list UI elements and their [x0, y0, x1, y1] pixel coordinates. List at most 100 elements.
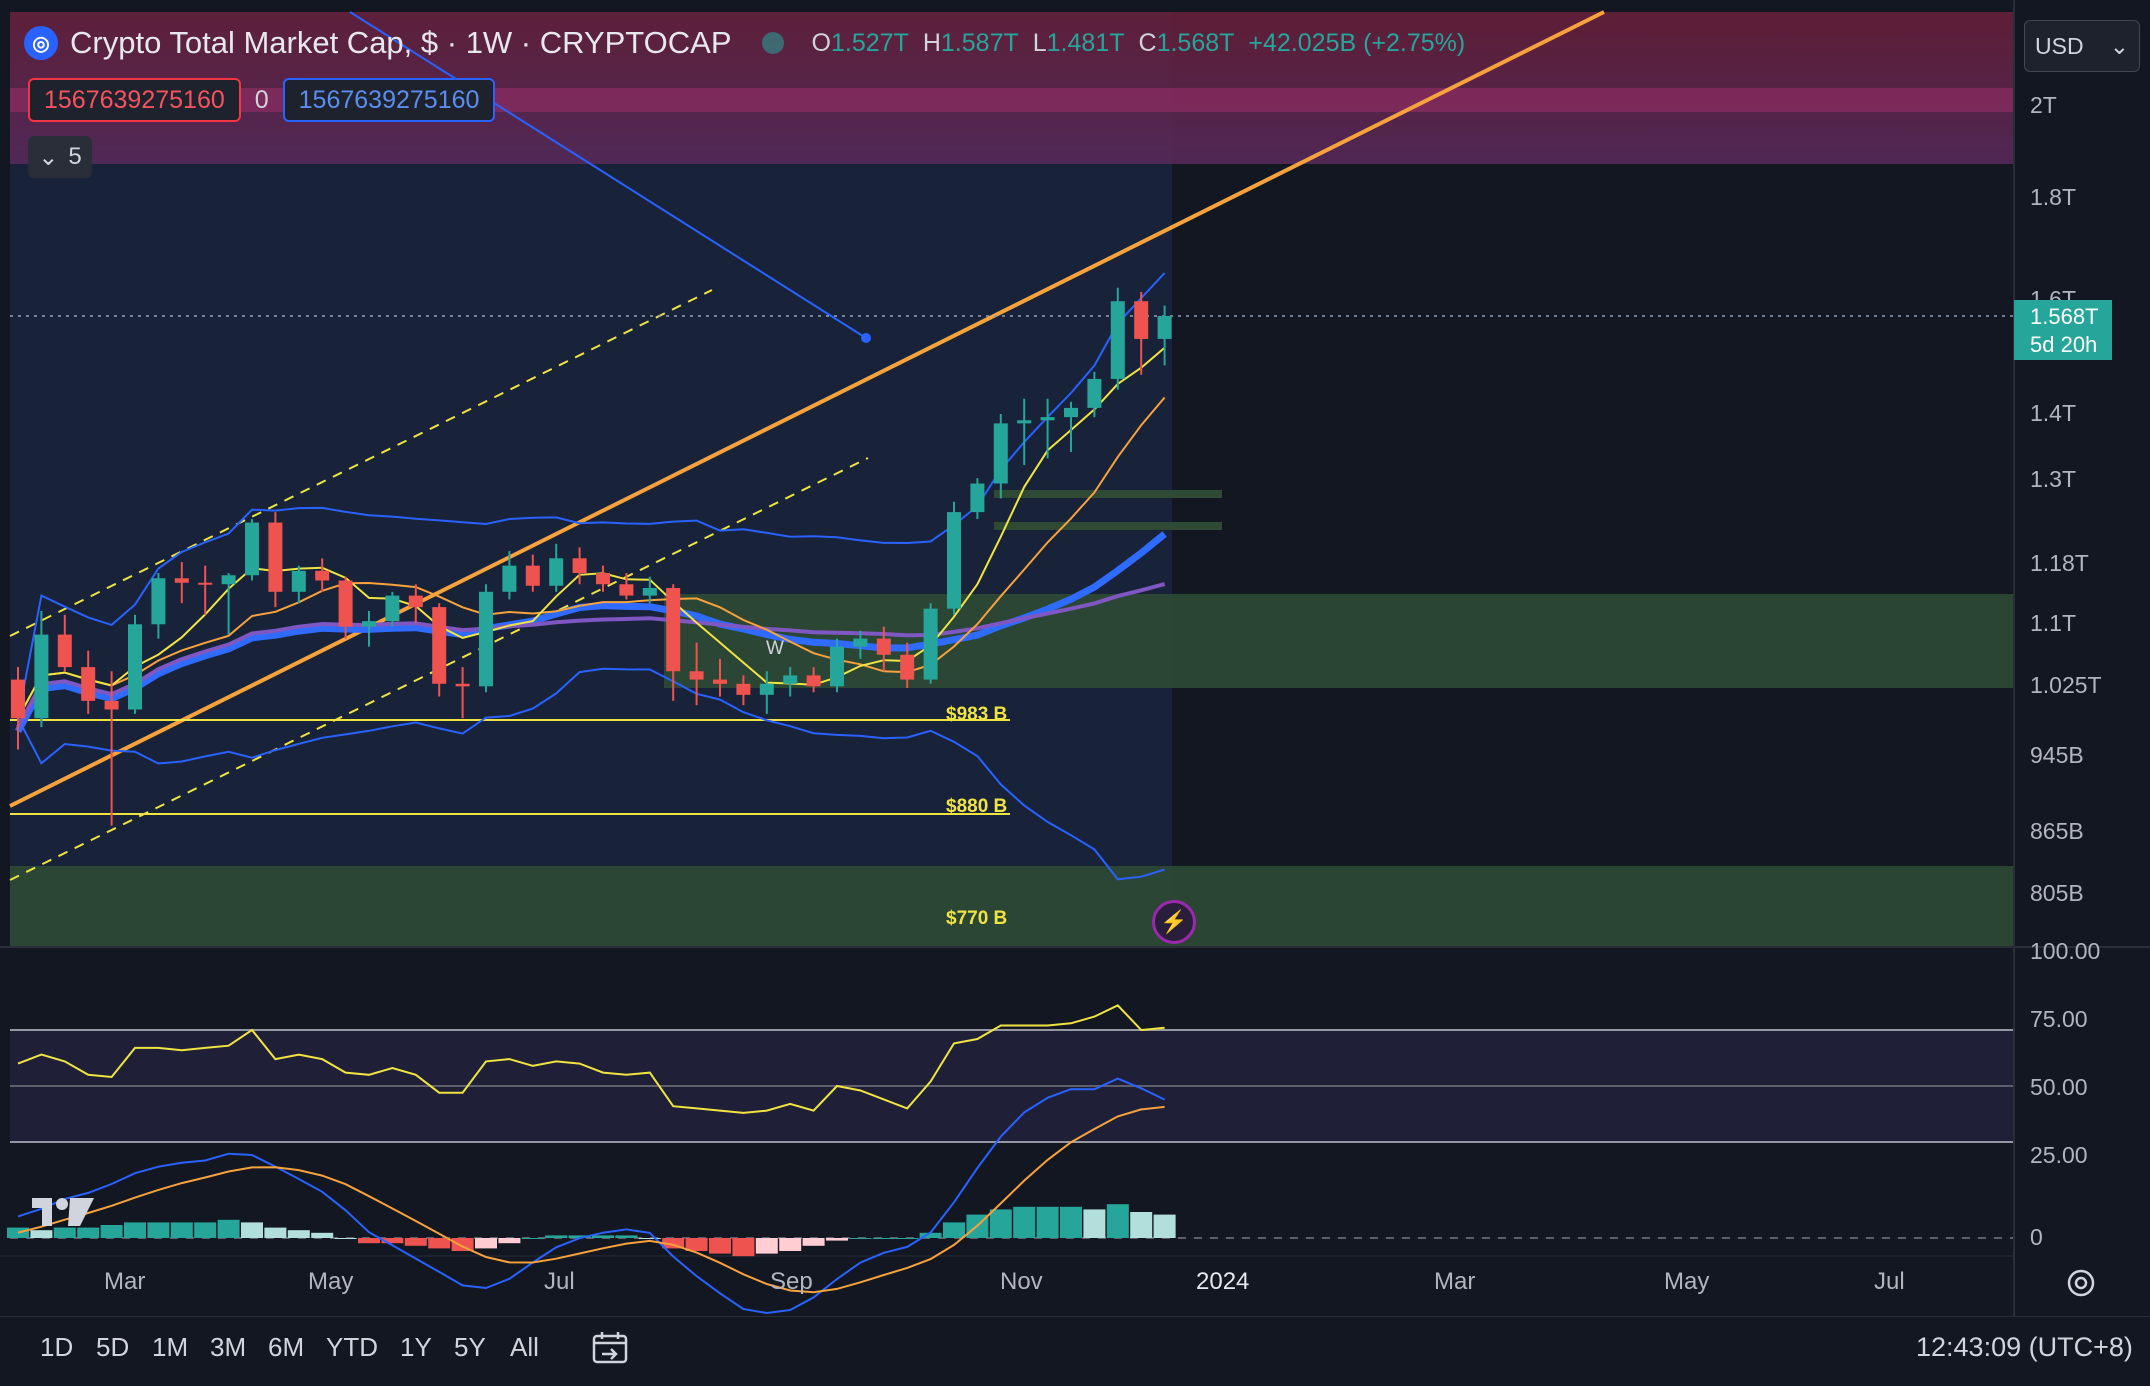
ohlc-high: H1.587T: [922, 28, 1019, 57]
candle-body: [57, 634, 72, 668]
calendar-goto-icon[interactable]: [590, 1330, 630, 1366]
macd-histogram-bar: [1013, 1206, 1036, 1238]
clock-timezone[interactable]: 12:43:09 (UTC+8): [1916, 1332, 2133, 1362]
candle-body: [221, 575, 236, 585]
macd-histogram-bar: [1130, 1212, 1153, 1238]
time-axis-label-year: 2024: [1196, 1268, 1250, 1295]
macd-histogram-bar: [147, 1222, 170, 1238]
candle-body: [1017, 420, 1032, 424]
last-price-value: 1.568T: [2030, 304, 2099, 329]
moving-average-10-line: [17, 396, 1166, 719]
range-button-3m[interactable]: 3M: [210, 1332, 247, 1362]
candle-body: [642, 588, 657, 596]
candle-body: [853, 638, 868, 647]
candle-body: [174, 578, 189, 583]
time-axis-label: Nov: [1000, 1268, 1043, 1295]
indicator-input-zero: 0: [254, 85, 269, 114]
candle-body: [596, 573, 610, 585]
macd-histogram-bar: [124, 1222, 146, 1238]
candle-body: [502, 565, 517, 592]
candle-body: [315, 570, 330, 581]
candle-body: [104, 700, 119, 710]
level-label-770: $770 B: [946, 908, 1008, 929]
price-axis-label: 1.8T: [2030, 184, 2077, 210]
rsi-axis-label: 100.00: [2030, 938, 2101, 964]
candle-body: [619, 584, 634, 596]
price-axis-label: 1.4T: [2030, 400, 2077, 426]
macd-histogram-bar: [358, 1238, 380, 1244]
lightning-icon[interactable]: ⚡: [1152, 900, 1196, 944]
candle-body: [830, 646, 844, 687]
macd-histogram-bar: [732, 1238, 755, 1257]
currency-select[interactable]: USD ⌄: [2024, 20, 2140, 72]
candle-body: [759, 683, 774, 695]
candle-body: [806, 675, 821, 687]
candle-body: [408, 595, 423, 608]
range-button-ytd[interactable]: YTD: [326, 1332, 378, 1362]
candle-body: [291, 570, 306, 592]
channel-line-upper: [9, 289, 713, 637]
candle-body: [338, 580, 353, 627]
candle-body: [34, 634, 49, 719]
indicator-input-blue[interactable]: 1567639275160: [282, 78, 496, 122]
rsi-axis-label: 50.00: [2030, 1074, 2088, 1100]
macd-histogram-bar: [30, 1230, 53, 1238]
candle-body: [689, 671, 704, 680]
symbol-legend[interactable]: ◎ Crypto Total Market Cap, $ · 1W · CRYP…: [24, 22, 1465, 64]
time-axis-label: Mar: [104, 1268, 146, 1295]
candle-body: [1087, 378, 1102, 408]
candle-body: [455, 683, 470, 687]
macd-histogram-bar: [802, 1238, 825, 1246]
candle-body: [1134, 301, 1149, 339]
range-button-5y[interactable]: 5Y: [454, 1332, 486, 1362]
ohlc-change: +42.025B (+2.75%): [1248, 28, 1466, 57]
macd-histogram-bar: [498, 1238, 521, 1244]
candle-body: [1040, 417, 1055, 421]
range-button-6m[interactable]: 6M: [268, 1332, 305, 1362]
channel-line-lower: [9, 457, 869, 881]
price-axis-label: 865B: [2030, 818, 2084, 844]
symbol-title[interactable]: Crypto Total Market Cap, $ · 1W · CRYPTO…: [70, 25, 732, 60]
macd-histogram-bar: [1036, 1206, 1059, 1238]
ohlc-open: O1.527T: [811, 28, 909, 57]
macd-histogram-bar: [404, 1238, 427, 1246]
range-button-all[interactable]: All: [510, 1332, 539, 1362]
macd-histogram-bar: [568, 1235, 591, 1238]
candle-body: [947, 512, 961, 609]
moving-average-5-line: [17, 346, 1166, 719]
time-axis-label: Jul: [1874, 1268, 1905, 1295]
candle-body: [666, 588, 681, 672]
blue-ray-anchor: [861, 333, 871, 343]
settings-gear-icon[interactable]: [2064, 1266, 2098, 1300]
tradingview-logo-icon[interactable]: [30, 1190, 98, 1232]
candle-body: [923, 608, 938, 680]
indicators-collapse-button[interactable]: ⌄ 5: [28, 136, 92, 178]
macd-histogram-bar: [685, 1238, 708, 1251]
macd-histogram-bar: [287, 1230, 310, 1238]
macd-axis-label: 0: [2030, 1224, 2043, 1250]
range-button-1y[interactable]: 1Y: [400, 1332, 432, 1362]
candle-body: [268, 522, 283, 592]
macd-histogram-bar: [826, 1238, 848, 1241]
ohlc-close: C1.568T: [1138, 28, 1235, 57]
macd-histogram-bar: [545, 1235, 568, 1238]
candle-body: [736, 683, 751, 695]
range-button-1m[interactable]: 1M: [152, 1332, 189, 1362]
candle-body: [479, 591, 493, 687]
macd-histogram-bar: [919, 1232, 942, 1238]
indicator-input-red[interactable]: 1567639275160: [28, 78, 241, 122]
bollinger-lower-line: [17, 667, 1165, 881]
trend-line-orange: [9, 10, 1605, 808]
macd-histogram-bar: [989, 1209, 1012, 1238]
macd-histogram-bar: [1060, 1206, 1082, 1238]
candle-body: [385, 595, 400, 622]
macd-histogram-bar: [217, 1219, 240, 1238]
macd-histogram-bar: [381, 1238, 404, 1244]
bottom-toolbar: [0, 1316, 2150, 1386]
macd-line: [17, 1077, 1166, 1315]
candle-body: [970, 483, 985, 513]
range-button-1d[interactable]: 1D: [40, 1332, 74, 1362]
range-button-5d[interactable]: 5D: [96, 1332, 130, 1362]
chevron-down-icon: ⌄: [2109, 32, 2129, 59]
